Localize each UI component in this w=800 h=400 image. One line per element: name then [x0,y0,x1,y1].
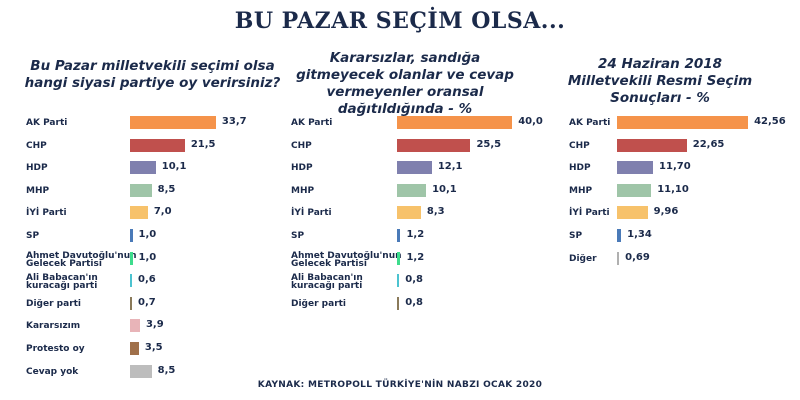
data-label: 1,2 [406,251,425,263]
bar [617,251,620,265]
category-label: CHP [291,140,312,151]
category-label: AK Parti [291,118,333,128]
category-label: AK Parti [26,118,68,128]
bar [130,183,152,197]
bar [617,138,687,152]
data-label: 12,1 [437,161,463,173]
bar [397,161,432,175]
bar [617,183,652,197]
data-label: 42,56 [754,116,786,127]
category-label: İYİ Parti [291,208,332,219]
data-label: 25,5 [476,138,502,150]
category-label: İYİ Parti [569,208,610,219]
bar [397,274,400,288]
data-label: 3,5 [144,342,163,353]
data-label: 1,0 [138,229,157,240]
category-label: Ali Babacan'ın kuracağı parti [26,273,98,292]
chart-3-title: 24 Haziran 2018 Milletvekili Resmi Seçim… [567,56,753,106]
data-label: 11,70 [659,161,691,173]
bar [130,364,152,378]
data-label: 9,96 [653,206,679,218]
bar [130,116,216,129]
data-label: 10,1 [432,183,457,195]
data-label: 22,65 [692,138,725,150]
data-label: 3,9 [145,319,164,331]
bar [130,251,133,265]
source-note: KAYNAK: METROPOLL TÜRKİYE'NİN NABZI OCAK… [257,380,543,390]
bar [397,138,471,152]
bar [397,251,401,265]
data-label: 8,3 [426,206,445,218]
bar [617,206,648,220]
category-label: MHP [569,185,593,196]
data-label: 33,7 [221,116,247,127]
data-label: 21,5 [190,138,216,150]
data-label: 11,10 [657,183,689,195]
data-label: 1,0 [138,251,157,263]
bar [397,116,513,129]
data-label: 0,7 [138,296,156,308]
page-title: BU PAZAR SEÇİM OLSA... [234,8,566,34]
category-label: CHP [569,140,590,151]
category-label: Diğer [569,253,597,264]
category-label: CHP [26,140,47,151]
bar [617,161,654,175]
data-label: 0,69 [625,251,650,263]
category-label: HDP [569,163,591,174]
category-label: Protesto oy [26,344,85,354]
data-label: 1,34 [627,229,652,240]
category-label: MHP [291,185,315,196]
category-label: Ali Babacan'ın kuracağı parti [291,273,363,292]
bar [130,296,132,310]
category-label: Cevap yok [26,366,79,377]
category-label: Ahmet Davutoğlu'nun Gelecek Partisi [291,250,402,269]
category-label: SP [291,231,305,241]
category-label: SP [26,231,40,241]
bar [130,161,156,175]
bar [617,229,622,242]
bar [130,342,139,355]
data-label: 0,8 [405,296,424,308]
category-label: HDP [291,163,313,174]
data-label: 0,8 [405,274,424,286]
category-label: AK Parti [569,118,611,128]
category-label: İYİ Parti [26,208,67,219]
category-label: Diğer parti [26,298,82,309]
category-label: SP [569,231,583,241]
category-label: Ahmet Davutoğlu'nun Gelecek Partisi [26,250,137,269]
bar [130,229,133,242]
bar [130,274,132,288]
bar [397,229,401,242]
data-label: 8,5 [157,183,176,195]
bar [130,138,185,152]
data-label: 0,6 [138,274,156,286]
bar [617,116,749,129]
category-label: Diğer parti [291,298,347,309]
bar [130,206,148,220]
bar [130,319,140,333]
category-label: Kararsızım [26,321,81,332]
data-label: 7,0 [153,206,172,218]
bar [397,296,400,310]
data-label: 1,2 [406,229,425,240]
category-label: MHP [26,185,50,196]
chart-1-title: Bu Pazar milletvekili seçimi olsa hangi … [24,58,281,91]
bar [397,206,421,220]
data-label: 40,0 [518,116,543,127]
data-label: 10,1 [161,161,187,173]
chart-2-title: Kararsızlar, sandığa gitmeyecek olanlar … [296,50,514,117]
category-label: HDP [26,163,48,174]
data-label: 8,5 [157,364,176,376]
bar [397,183,427,197]
